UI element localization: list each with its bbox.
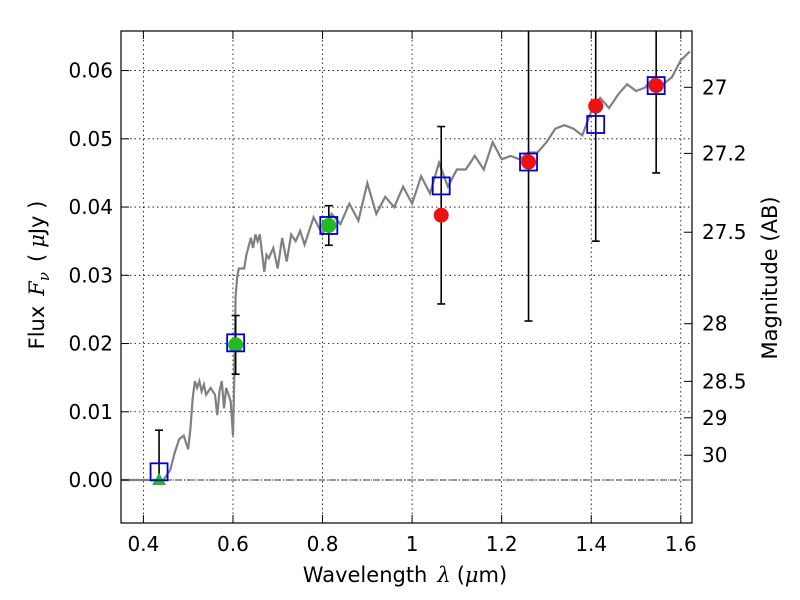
x-tick-label: 1.2 bbox=[486, 532, 518, 556]
y-axis-unit-rest: Jy ) bbox=[25, 201, 49, 237]
model-photometry-square bbox=[149, 462, 169, 482]
ir-point bbox=[648, 78, 664, 94]
y-axis-unit-open: ( bbox=[25, 254, 49, 262]
y-axis-title-word: Flux bbox=[25, 306, 49, 350]
x-tick-label: 1.4 bbox=[575, 532, 607, 556]
model-photometry-square bbox=[319, 216, 339, 235]
y-tick-label: 0.01 bbox=[68, 400, 113, 424]
axis-ticks: 0.4 0.6 0.8 1 1.2 1.4 1.6 0.00 0.01 0.02 0.03 0.04 0… bbox=[68, 31, 747, 556]
model-photometry-square bbox=[586, 115, 606, 134]
plot-frame bbox=[120, 30, 693, 524]
x-axis-unit-mu: μ bbox=[465, 563, 479, 587]
x-tick-label: 0.8 bbox=[307, 532, 339, 556]
x-tick-label: 0.4 bbox=[127, 532, 159, 556]
y-axis-symbol: F bbox=[25, 280, 49, 297]
y-axis-title: Flux Fν ( μJy ) bbox=[25, 201, 53, 350]
y-tick-label: 0.05 bbox=[68, 127, 113, 151]
y-tick-label: 0.04 bbox=[68, 195, 113, 219]
ir-point bbox=[588, 98, 604, 114]
y-tick-label: 0.02 bbox=[68, 332, 113, 356]
y-tick-label: 0.06 bbox=[68, 59, 113, 83]
y-axis-unit-mu: μ bbox=[25, 234, 49, 248]
detection-point bbox=[228, 337, 244, 353]
model-spectrum-line bbox=[121, 50, 691, 482]
model-photometry-square bbox=[431, 176, 451, 196]
y2-tick-label: 27.2 bbox=[702, 141, 747, 165]
y-axis-subscript: ν bbox=[35, 272, 53, 281]
x-axis-title: Wavelength λ (μm) bbox=[303, 563, 507, 587]
x-axis-unit-open: ( bbox=[457, 563, 465, 587]
y2-tick-label: 30 bbox=[702, 443, 727, 467]
model-photometry-square bbox=[226, 333, 246, 353]
model-photometry-square bbox=[646, 76, 666, 95]
x-axis-lambda: λ bbox=[436, 563, 450, 587]
y2-tick-label: 27.5 bbox=[702, 220, 747, 244]
x-tick-label: 0.6 bbox=[217, 532, 249, 556]
ir-point bbox=[433, 207, 449, 223]
detection-point bbox=[321, 217, 337, 233]
y-tick-label: 0.03 bbox=[68, 263, 113, 287]
data-marks bbox=[149, 31, 666, 486]
x-axis-title-word: Wavelength bbox=[303, 563, 428, 587]
ir-point bbox=[521, 154, 537, 170]
model-photometry-square bbox=[519, 152, 538, 172]
x-tick-label: 1.6 bbox=[665, 532, 697, 556]
upper-limit-triangle bbox=[152, 473, 167, 486]
y-tick-label: 0.00 bbox=[68, 468, 113, 492]
y2-tick-label: 29 bbox=[702, 406, 727, 430]
y2-axis-title: Magnitude (AB) bbox=[758, 196, 782, 359]
y2-tick-label: 28 bbox=[702, 312, 727, 336]
x-tick-label: 1 bbox=[406, 532, 419, 556]
x-axis-unit-rest: m) bbox=[479, 563, 508, 587]
y2-tick-label: 28.5 bbox=[702, 369, 747, 393]
y2-tick-label: 27 bbox=[702, 75, 727, 99]
